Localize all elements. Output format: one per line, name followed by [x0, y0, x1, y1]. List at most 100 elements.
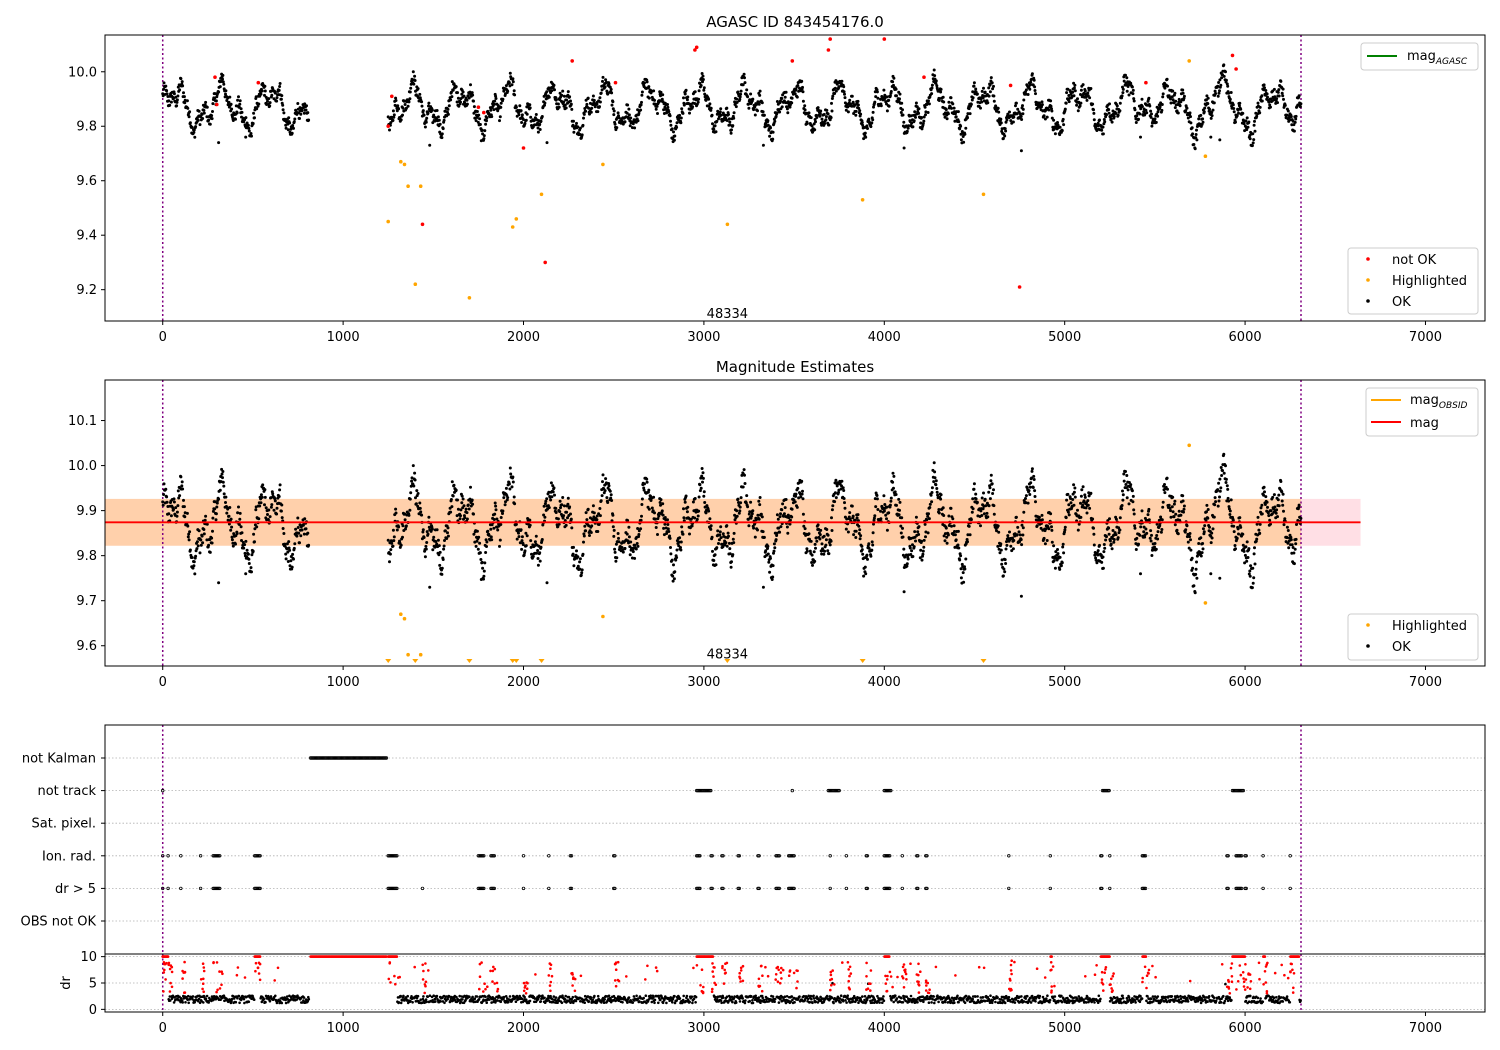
ok-point [891, 480, 895, 484]
ok-point [959, 124, 963, 128]
ok-point [1127, 502, 1131, 506]
ok-point [1283, 517, 1287, 521]
ok-point [550, 89, 554, 93]
ok-point [1244, 545, 1248, 549]
ok-point [507, 81, 511, 85]
ok-point [392, 113, 396, 117]
ok-point [693, 516, 697, 520]
ok-point [679, 548, 683, 552]
ok-point [1276, 101, 1279, 105]
ok-point [267, 508, 271, 512]
ok-point [523, 549, 527, 553]
ok-point [550, 495, 554, 499]
ok-point [885, 528, 889, 532]
ok-point [1073, 83, 1077, 87]
ok-point [820, 542, 824, 546]
ok-point [1273, 505, 1277, 509]
ok-point [238, 99, 242, 103]
not-ok-point [1144, 80, 1148, 85]
ok-point [1030, 467, 1034, 471]
ok-point [856, 103, 860, 107]
ok-point [1218, 477, 1222, 481]
ok-point [598, 105, 601, 109]
ok-point [861, 552, 865, 556]
ok-point [292, 557, 295, 561]
ok-point [1121, 493, 1125, 497]
ok-point [1234, 120, 1237, 124]
ok-point [280, 503, 284, 507]
ok-point [261, 483, 265, 487]
ok-point [501, 509, 505, 513]
ok-point [863, 131, 867, 135]
ok-point [739, 496, 743, 500]
ok-point [176, 504, 180, 508]
ok-point [1159, 530, 1163, 534]
ok-point [563, 103, 567, 107]
ok-point [1056, 121, 1059, 124]
ok-point [1167, 503, 1171, 507]
ok-point [193, 572, 197, 576]
ok-point [556, 102, 560, 106]
ok-point [1188, 535, 1192, 539]
ok-point [182, 498, 185, 502]
ok-point [164, 84, 168, 88]
ok-point [707, 509, 711, 513]
ok-point [533, 540, 537, 544]
ok-point [758, 89, 762, 93]
ok-point [892, 83, 895, 87]
ok-point [504, 84, 508, 88]
ok-point [401, 106, 405, 110]
ok-point [255, 107, 259, 111]
ok-point [1221, 469, 1224, 473]
ok-point [254, 508, 258, 512]
highlighted-point [1203, 154, 1208, 158]
ok-point [863, 565, 867, 569]
ok-point [221, 77, 224, 81]
ok-point [988, 497, 992, 501]
ok-point [271, 492, 275, 496]
ok-point [670, 558, 674, 562]
ok-point [1181, 91, 1185, 95]
ok-point [1182, 504, 1186, 508]
ok-point [937, 99, 941, 102]
ok-point [956, 110, 960, 114]
ok-point [194, 554, 198, 558]
ok-point [1228, 509, 1232, 513]
ok-point [784, 90, 788, 94]
ok-point [456, 91, 459, 95]
ok-point [677, 116, 681, 120]
ok-point [470, 91, 474, 95]
ok-point [458, 517, 462, 521]
ok-point [252, 111, 256, 115]
ok-point [716, 109, 720, 113]
ok-point [647, 507, 651, 511]
ok-point [912, 119, 916, 123]
obsid-annotation: 48334 [707, 307, 748, 322]
ok-point [950, 524, 953, 528]
ok-point [611, 100, 615, 104]
ok-point [939, 493, 943, 497]
ok-point [788, 105, 792, 109]
ok-point [534, 534, 538, 538]
ok-point [760, 101, 764, 105]
ok-point [772, 549, 776, 553]
ok-point [1232, 110, 1236, 114]
ok-points [161, 63, 1303, 153]
ok-point [1203, 524, 1207, 528]
ok-point [1021, 533, 1025, 537]
ok-point [456, 96, 460, 100]
ok-point [1101, 132, 1105, 136]
ok-point [811, 563, 814, 567]
ok-point [949, 96, 953, 100]
ok-point [756, 109, 759, 113]
ok-point [1245, 540, 1249, 544]
ok-point [1092, 108, 1095, 112]
ok-point [670, 127, 674, 131]
ok-point [824, 543, 828, 547]
ok-point [997, 530, 1001, 534]
highlighted-point [399, 159, 403, 164]
ok-point [291, 124, 295, 127]
ok-point [718, 110, 722, 114]
ok-point [1003, 570, 1007, 574]
ok-point [1235, 536, 1239, 540]
